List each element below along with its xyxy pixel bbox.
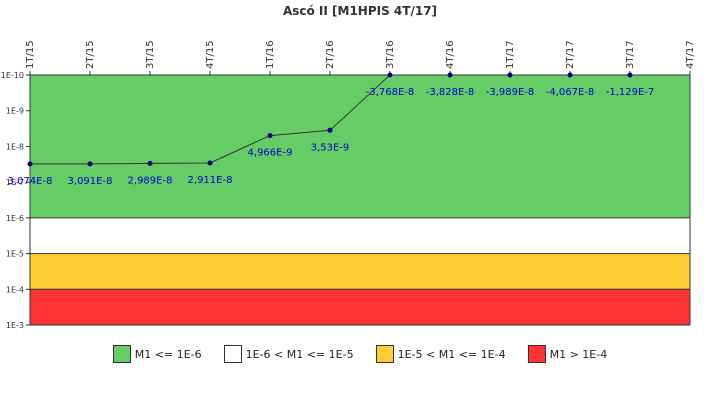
x-tick-label-7: 4T/16 [445,40,456,69]
legend-item-white: 1E-6 < M1 <= 1E-5 [223,345,354,363]
band-1 [30,217,690,254]
y-tick-label-4: 1E-6 [6,214,24,223]
data-point-0 [27,161,33,167]
data-point-8 [507,72,513,78]
data-point-10 [627,72,633,78]
data-label-3: 2,911E-8 [188,175,233,186]
data-point-5 [327,127,333,133]
y-tick-label-3: 1E-7 [6,178,24,187]
legend-label-red: M1 > 1E-4 [549,347,608,361]
legend-label-white: 1E-6 < M1 <= 1E-5 [245,347,354,361]
x-tick-label-11: 4T/17 [685,40,696,69]
data-label-0: 3,074E-8 [8,176,53,187]
legend-label-yellow: 1E-5 < M1 <= 1E-4 [397,347,506,361]
legend-item-yellow: 1E-5 < M1 <= 1E-4 [375,345,506,363]
x-tick-label-1: 2T/15 [85,40,96,69]
band-0 [30,75,690,218]
data-label-2: 2,989E-8 [128,175,173,186]
x-tick-label-10: 3T/17 [625,40,636,69]
legend-swatch-green [112,345,131,363]
y-tick-label-5: 1E-5 [6,250,24,259]
data-label-7: -3,828E-8 [426,87,475,98]
y-tick-label-6: 1E-4 [6,285,24,294]
band-2 [30,253,690,290]
y-tick-label-0: 1E-10 [1,71,24,80]
data-point-2 [147,160,153,166]
band-3 [30,289,690,325]
x-tick-label-9: 2T/17 [565,40,576,69]
x-tick-label-4: 1T/16 [265,40,276,69]
y-tick-label-7: 1E-3 [6,321,24,330]
x-tick-label-6: 3T/16 [385,40,396,69]
legend-label-green: M1 <= 1E-6 [134,347,202,361]
legend: M1 <= 1E-6 1E-6 < M1 <= 1E-5 1E-5 < M1 <… [0,345,720,363]
legend-item-green: M1 <= 1E-6 [112,345,202,363]
legend-swatch-white [223,345,242,363]
data-point-4 [267,133,273,139]
data-label-10: -1,129E-7 [606,87,655,98]
data-point-3 [207,160,213,166]
data-point-6 [387,72,393,78]
data-label-5: 3,53E-9 [311,142,350,153]
data-label-1: 3,091E-8 [68,176,113,187]
legend-swatch-red [527,345,546,363]
x-tick-label-5: 2T/16 [325,40,336,69]
plot-frame [29,74,691,326]
y-tick-label-2: 1E-8 [6,142,24,151]
data-label-6: -3,768E-8 [366,87,415,98]
data-label-9: -4,067E-8 [546,87,595,98]
legend-swatch-yellow [375,345,394,363]
data-point-7 [447,72,453,78]
x-tick-label-8: 1T/17 [505,40,516,69]
x-tick-label-2: 3T/15 [145,40,156,69]
legend-item-red: M1 > 1E-4 [527,345,608,363]
x-tick-label-3: 4T/15 [205,40,216,69]
data-point-1 [87,161,93,167]
x-tick-label-0: 1T/15 [25,40,36,69]
data-point-9 [567,72,573,78]
data-label-8: -3,989E-8 [486,87,535,98]
chart-title: Ascó II [M1HPIS 4T/17] [282,4,438,18]
data-label-4: 4,966E-9 [248,148,293,159]
y-tick-label-1: 1E-9 [6,107,24,116]
